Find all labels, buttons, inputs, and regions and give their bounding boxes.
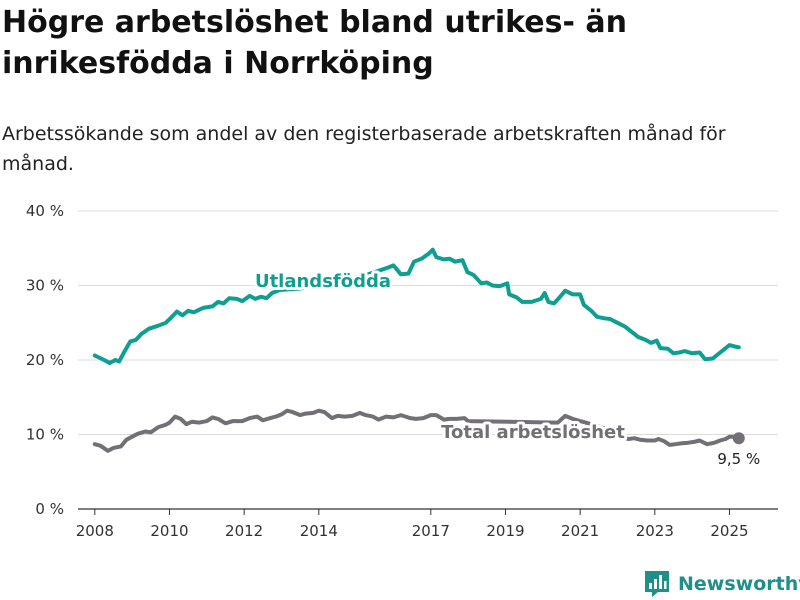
x-tick-label: 2010 — [150, 522, 188, 540]
x-tick-label: 2019 — [486, 522, 524, 540]
brand-name: Newsworthy — [678, 573, 800, 595]
end-point-marker — [732, 432, 745, 445]
x-tick-label: 2008 — [76, 522, 114, 540]
y-tick-label: 30 % — [26, 277, 64, 295]
x-tick-label: 2021 — [561, 522, 599, 540]
end-value-label: 9,5 % — [717, 450, 760, 468]
x-tick-label: 2014 — [300, 522, 338, 540]
x-tick-label: 2023 — [636, 522, 674, 540]
chart-subtitle: Arbetssökande som andel av den registerb… — [2, 123, 726, 175]
x-tick-label: 2017 — [412, 522, 450, 540]
y-tick-label: 20 % — [26, 351, 64, 369]
series-line-total-arbetsl-shet — [92, 408, 741, 453]
y-tick-label: 40 % — [26, 202, 64, 220]
series-label-halo: Utlandsfödda — [255, 271, 391, 292]
x-tick-label: 2025 — [710, 522, 748, 540]
y-tick-label: 0 % — [35, 500, 64, 518]
newsworthy-logo-icon — [645, 571, 669, 597]
series-line-utlandsf-dda — [92, 247, 741, 365]
series-label-halo: Total arbetslöshet — [441, 422, 625, 443]
series-label: Total arbetslöshet — [441, 422, 625, 443]
brand: Newsworthy — [644, 568, 800, 600]
series-label: Utlandsfödda — [255, 271, 391, 292]
y-tick-label: 10 % — [26, 426, 64, 444]
x-tick-label: 2012 — [225, 522, 263, 540]
chart-title: Högre arbetslöshet bland utrikes- än inr… — [2, 5, 627, 81]
